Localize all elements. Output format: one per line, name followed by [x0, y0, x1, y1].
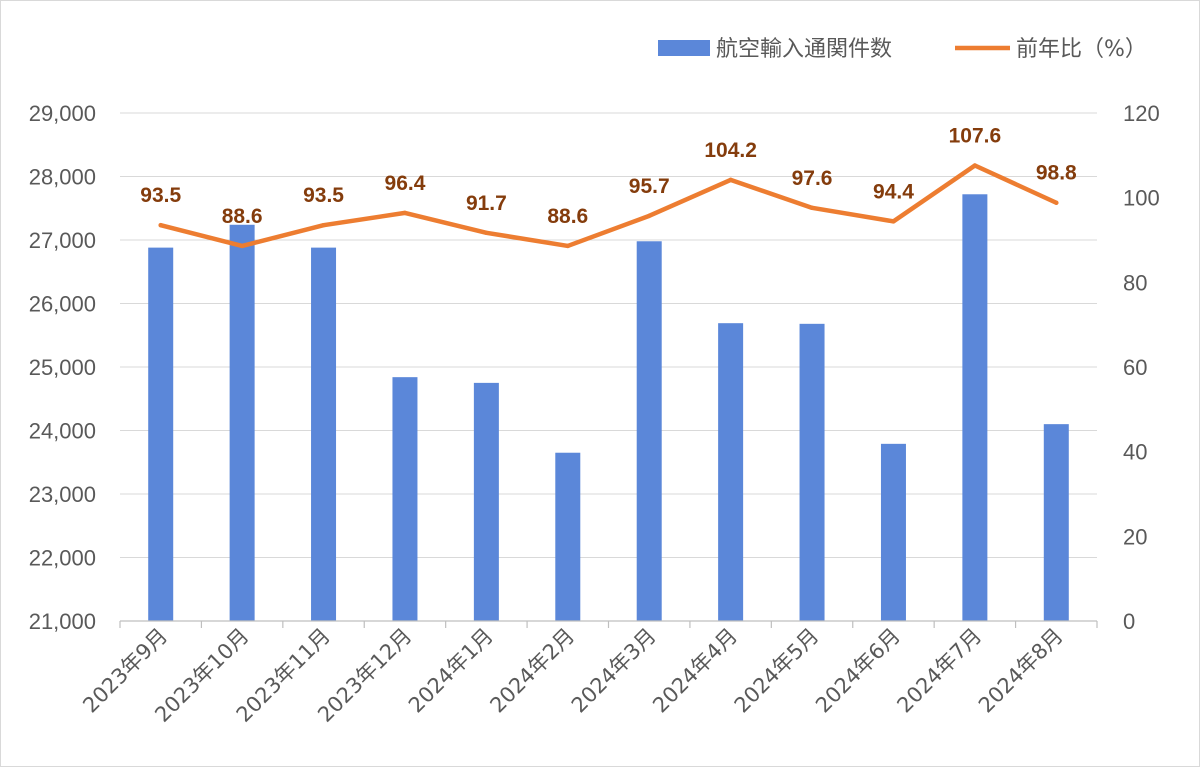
legend: 航空輸入通関件数 前年比（%） — [658, 37, 1147, 62]
y-right-tick-label: 80 — [1123, 270, 1147, 295]
line-point — [321, 222, 326, 228]
x-tick-label: 2024年1月 — [404, 624, 498, 718]
line-point — [728, 177, 733, 183]
line-data-label: 97.6 — [792, 167, 833, 190]
bar — [392, 377, 418, 621]
yoy-line — [158, 163, 1059, 249]
y-left-tick-label: 23,000 — [29, 482, 96, 507]
line-point — [565, 243, 570, 249]
x-tick-label: 2024年8月 — [974, 624, 1068, 718]
data-labels: 93.5 88.6 93.5 96.4 91.7 88.6 95.7 104.2 97.6 94.… — [140, 124, 1077, 227]
bar — [148, 247, 174, 621]
y-left-tick-label: 26,000 — [29, 292, 96, 317]
line-data-label: 95.7 — [629, 175, 670, 198]
x-tick-label: 2024年6月 — [811, 624, 905, 718]
bar-series — [148, 194, 1069, 621]
y-left-tick-label: 24,000 — [29, 419, 96, 444]
y-left-tick-label: 25,000 — [29, 355, 96, 380]
line-data-label: 107.6 — [949, 124, 1002, 147]
line-data-label: 94.4 — [873, 180, 914, 203]
bar — [229, 224, 255, 621]
y-left-tick-label: 27,000 — [29, 228, 96, 253]
bar — [962, 194, 988, 621]
bar — [473, 382, 499, 621]
legend-line-label: 前年比（%） — [1016, 37, 1147, 62]
y-right-tick-label: 120 — [1123, 101, 1160, 126]
line-point — [239, 243, 245, 249]
line-data-label: 88.6 — [222, 205, 263, 228]
bar — [880, 443, 906, 621]
line-point — [647, 213, 652, 219]
y-left-tick-label: 28,000 — [29, 165, 96, 190]
line-point — [158, 222, 163, 228]
line-point — [972, 163, 978, 168]
line-data-label: 88.6 — [547, 205, 588, 228]
gridlines — [120, 112, 1097, 558]
x-tick-label: 2024年5月 — [730, 624, 824, 718]
line-data-label: 91.7 — [466, 192, 507, 215]
y-right-tick-label: 100 — [1123, 186, 1160, 211]
bar — [1043, 424, 1069, 621]
legend-bar-swatch — [658, 40, 710, 56]
y-left-tick-label: 22,000 — [29, 546, 96, 571]
x-tick-label: 2024年2月 — [485, 624, 579, 718]
y-right-tick-label: 60 — [1123, 355, 1147, 380]
line-data-label: 98.8 — [1036, 162, 1077, 185]
line-point — [1054, 200, 1059, 205]
y-left-tick-label: 29,000 — [29, 101, 96, 126]
x-tick-label: 2024年4月 — [648, 624, 742, 718]
y-right-tick-label: 0 — [1123, 609, 1135, 634]
y-right-tick-label: 40 — [1123, 440, 1147, 465]
line-point — [891, 219, 896, 224]
line-series — [158, 163, 1059, 249]
axes: 21,000 22,000 23,000 24,000 25,000 26,000 27,0… — [29, 101, 1160, 727]
line-data-label: 93.5 — [303, 184, 344, 207]
line-data-label: 96.4 — [385, 172, 426, 195]
y-left-tick-label: 21,000 — [29, 609, 96, 634]
line-point — [809, 205, 815, 211]
x-tick-label: 2024年7月 — [892, 624, 986, 718]
line-point — [484, 230, 489, 236]
legend-bar-label: 航空輸入通関件数 — [716, 37, 892, 62]
line-point — [402, 210, 408, 216]
bar — [311, 247, 337, 621]
y-right-tick-label: 20 — [1123, 524, 1147, 549]
bar — [555, 452, 581, 621]
bar — [636, 241, 662, 621]
x-tick-label: 2024年3月 — [567, 624, 661, 718]
bar — [799, 323, 825, 621]
bar — [718, 323, 744, 621]
line-data-label: 93.5 — [140, 184, 181, 207]
line-data-label: 104.2 — [704, 139, 757, 162]
